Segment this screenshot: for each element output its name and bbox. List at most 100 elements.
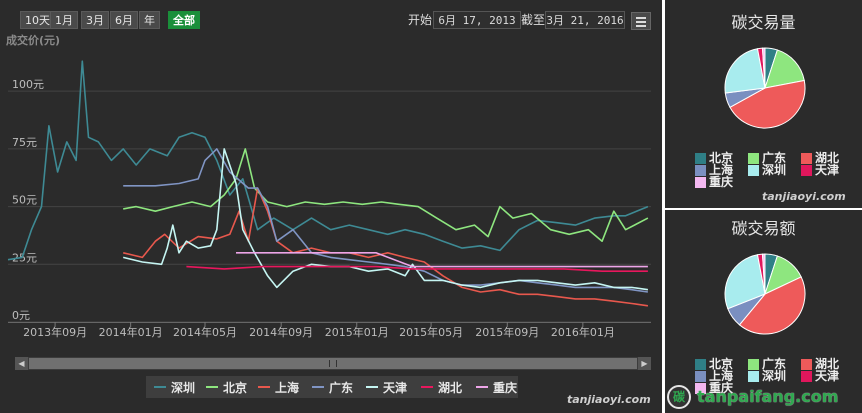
x-tick-label: 2013年09月 — [23, 325, 87, 339]
pie-slice-深圳 — [724, 48, 766, 94]
x-tick-label: 2014年01月 — [99, 325, 163, 339]
line-chart: 0元 25元 50元 75元 100元 2013年09月 2014年01月 2014年05月 2… — [7, 60, 651, 339]
pie-legend-swatch — [748, 153, 759, 164]
pie-legend-swatch — [801, 371, 812, 382]
pie-legend-item-天津[interactable]: 天津 — [801, 164, 839, 177]
series-line-北京 — [123, 148, 649, 242]
legend-item-天津[interactable]: 天津 — [366, 376, 407, 398]
pie-slice-重庆 — [761, 253, 766, 295]
pie-legend-item-深圳[interactable]: 深圳 — [748, 370, 786, 383]
pie-legend-label: 广东 — [762, 151, 787, 165]
logo-icon: 碳 — [667, 384, 691, 409]
legend-label: 广东 — [329, 380, 354, 395]
y-tick-label: 75元 — [12, 136, 37, 149]
pie-legend-swatch — [801, 165, 812, 176]
start-date-input[interactable]: 6月 17, 2013 — [433, 11, 521, 29]
volume-pie-title: 碳交易量 — [731, 13, 796, 32]
pie-legend-swatch — [748, 371, 759, 382]
pie-legend-item-重庆[interactable]: 重庆 — [695, 382, 733, 395]
pie-legend-label: 重庆 — [709, 381, 734, 395]
legend-item-上海[interactable]: 上海 — [258, 376, 299, 398]
scroll-right-arrow-icon[interactable]: ▶ — [638, 357, 651, 370]
y-tick-label: 0元 — [12, 309, 30, 322]
x-tick-label: 2015年09月 — [475, 325, 539, 339]
pie-legend-swatch — [695, 153, 706, 164]
pie-legend-label: 深圳 — [762, 369, 787, 383]
chart-legend: 深圳 北京 上海 广东 天津 湖北 重庆 — [146, 376, 518, 398]
pie-legend-item-北京[interactable]: 北京 — [695, 358, 733, 371]
legend-label: 北京 — [223, 380, 248, 395]
pie-slice-重庆 — [761, 47, 766, 89]
pie-legend-swatch — [801, 359, 812, 370]
hamburger-icon — [636, 17, 646, 19]
y-tick-label: 25元 — [12, 251, 37, 264]
watermark: tanjiaoyi.com — [762, 190, 846, 203]
legend-item-广东[interactable]: 广东 — [312, 376, 353, 398]
logo-text: tanpaifang.com — [697, 387, 839, 406]
legend-swatch — [258, 386, 270, 388]
legend-item-深圳[interactable]: 深圳 — [154, 376, 195, 398]
pie-legend-swatch — [695, 165, 706, 176]
pie-legend-item-上海[interactable]: 上海 — [695, 370, 733, 383]
x-tick-label: 2015年01月 — [325, 325, 389, 339]
pie-legend-item-湖北[interactable]: 湖北 — [801, 358, 839, 371]
range-button-4[interactable]: 年 — [139, 11, 160, 29]
chart-menu-button[interactable] — [631, 12, 651, 30]
legend-item-湖北[interactable]: 湖北 — [421, 376, 462, 398]
pie-legend-item-天津[interactable]: 天津 — [801, 370, 839, 383]
range-button-2[interactable]: 3月 — [81, 11, 109, 29]
legend-item-重庆[interactable]: 重庆 — [476, 376, 517, 398]
pie-legend-item-深圳[interactable]: 深圳 — [748, 164, 786, 177]
watermark: tanjiaoyi.com — [567, 393, 651, 406]
site-logo: 碳 tanpaifang.com — [665, 380, 862, 413]
scroll-left-arrow-icon[interactable]: ◀ — [15, 357, 28, 370]
end-date-label: 截至 — [521, 13, 546, 27]
pie-legend-swatch — [695, 177, 706, 188]
pie-legend-item-湖北[interactable]: 湖北 — [801, 152, 839, 165]
y-axis-title: 成交价(元) — [6, 34, 61, 47]
pie-legend-label: 湖北 — [815, 357, 840, 371]
range-button-3[interactable]: 6月 — [110, 11, 138, 29]
range-button-5[interactable]: 全部 — [168, 11, 200, 29]
main-chart-panel: 10天 1月 3月 6月年全部 开始 6月 17, 2013 截至 3月 21, 20… — [0, 0, 662, 413]
pie-slice-湖北 — [729, 79, 806, 129]
legend-swatch — [366, 386, 378, 388]
end-date-input[interactable]: 3月 21, 2016 — [545, 11, 625, 29]
legend-label: 上海 — [275, 380, 300, 395]
scrollbar-grip-icon — [329, 360, 337, 367]
series-line-广东 — [123, 148, 649, 293]
legend-label: 深圳 — [171, 380, 196, 395]
x-tick-label: 2016年01月 — [551, 325, 615, 339]
pie-slice-广东 — [764, 49, 805, 89]
range-button-1[interactable]: 1月 — [50, 11, 78, 29]
pie-legend-label: 上海 — [709, 163, 734, 177]
pie-slice-湖北 — [738, 276, 806, 335]
chart-scrollbar[interactable]: ◀ ▶ — [15, 357, 651, 370]
legend-swatch — [421, 386, 433, 388]
series-line-湖北 — [186, 265, 648, 272]
legend-item-北京[interactable]: 北京 — [206, 376, 247, 398]
scrollbar-thumb[interactable] — [29, 358, 637, 369]
pie-legend-label: 天津 — [815, 369, 840, 383]
y-tick-label: 100元 — [12, 78, 44, 91]
pie-legend-item-上海[interactable]: 上海 — [695, 164, 733, 177]
pie-legend-label: 天津 — [815, 163, 840, 177]
pie-legend-swatch — [695, 383, 706, 394]
pie-legend-item-北京[interactable]: 北京 — [695, 152, 733, 165]
pie-legend-label: 深圳 — [762, 163, 787, 177]
series-line-深圳 — [7, 60, 649, 261]
volume-pie-chart — [724, 47, 806, 129]
hamburger-icon — [636, 21, 646, 23]
pie-legend-item-广东[interactable]: 广东 — [748, 152, 786, 165]
pie-legend-swatch — [695, 371, 706, 382]
legend-swatch — [476, 386, 488, 388]
x-tick-label: 2015年05月 — [399, 325, 463, 339]
pie-legend-item-广东[interactable]: 广东 — [748, 358, 786, 371]
pie-legend-item-重庆[interactable]: 重庆 — [695, 176, 733, 189]
volume-pie-panel: 碳交易量 北京 广东 湖北上海 深圳 天津重庆 tanjiaoyi.com — [665, 0, 862, 208]
legend-label: 重庆 — [493, 380, 518, 395]
amount-pie-chart — [724, 253, 806, 335]
amount-pie-panel: 碳交易额 北京 广东 湖北 上海 深圳 天津 重庆 — [665, 210, 862, 413]
pie-legend-swatch — [801, 153, 812, 164]
x-tick-label: 2014年05月 — [173, 325, 237, 339]
